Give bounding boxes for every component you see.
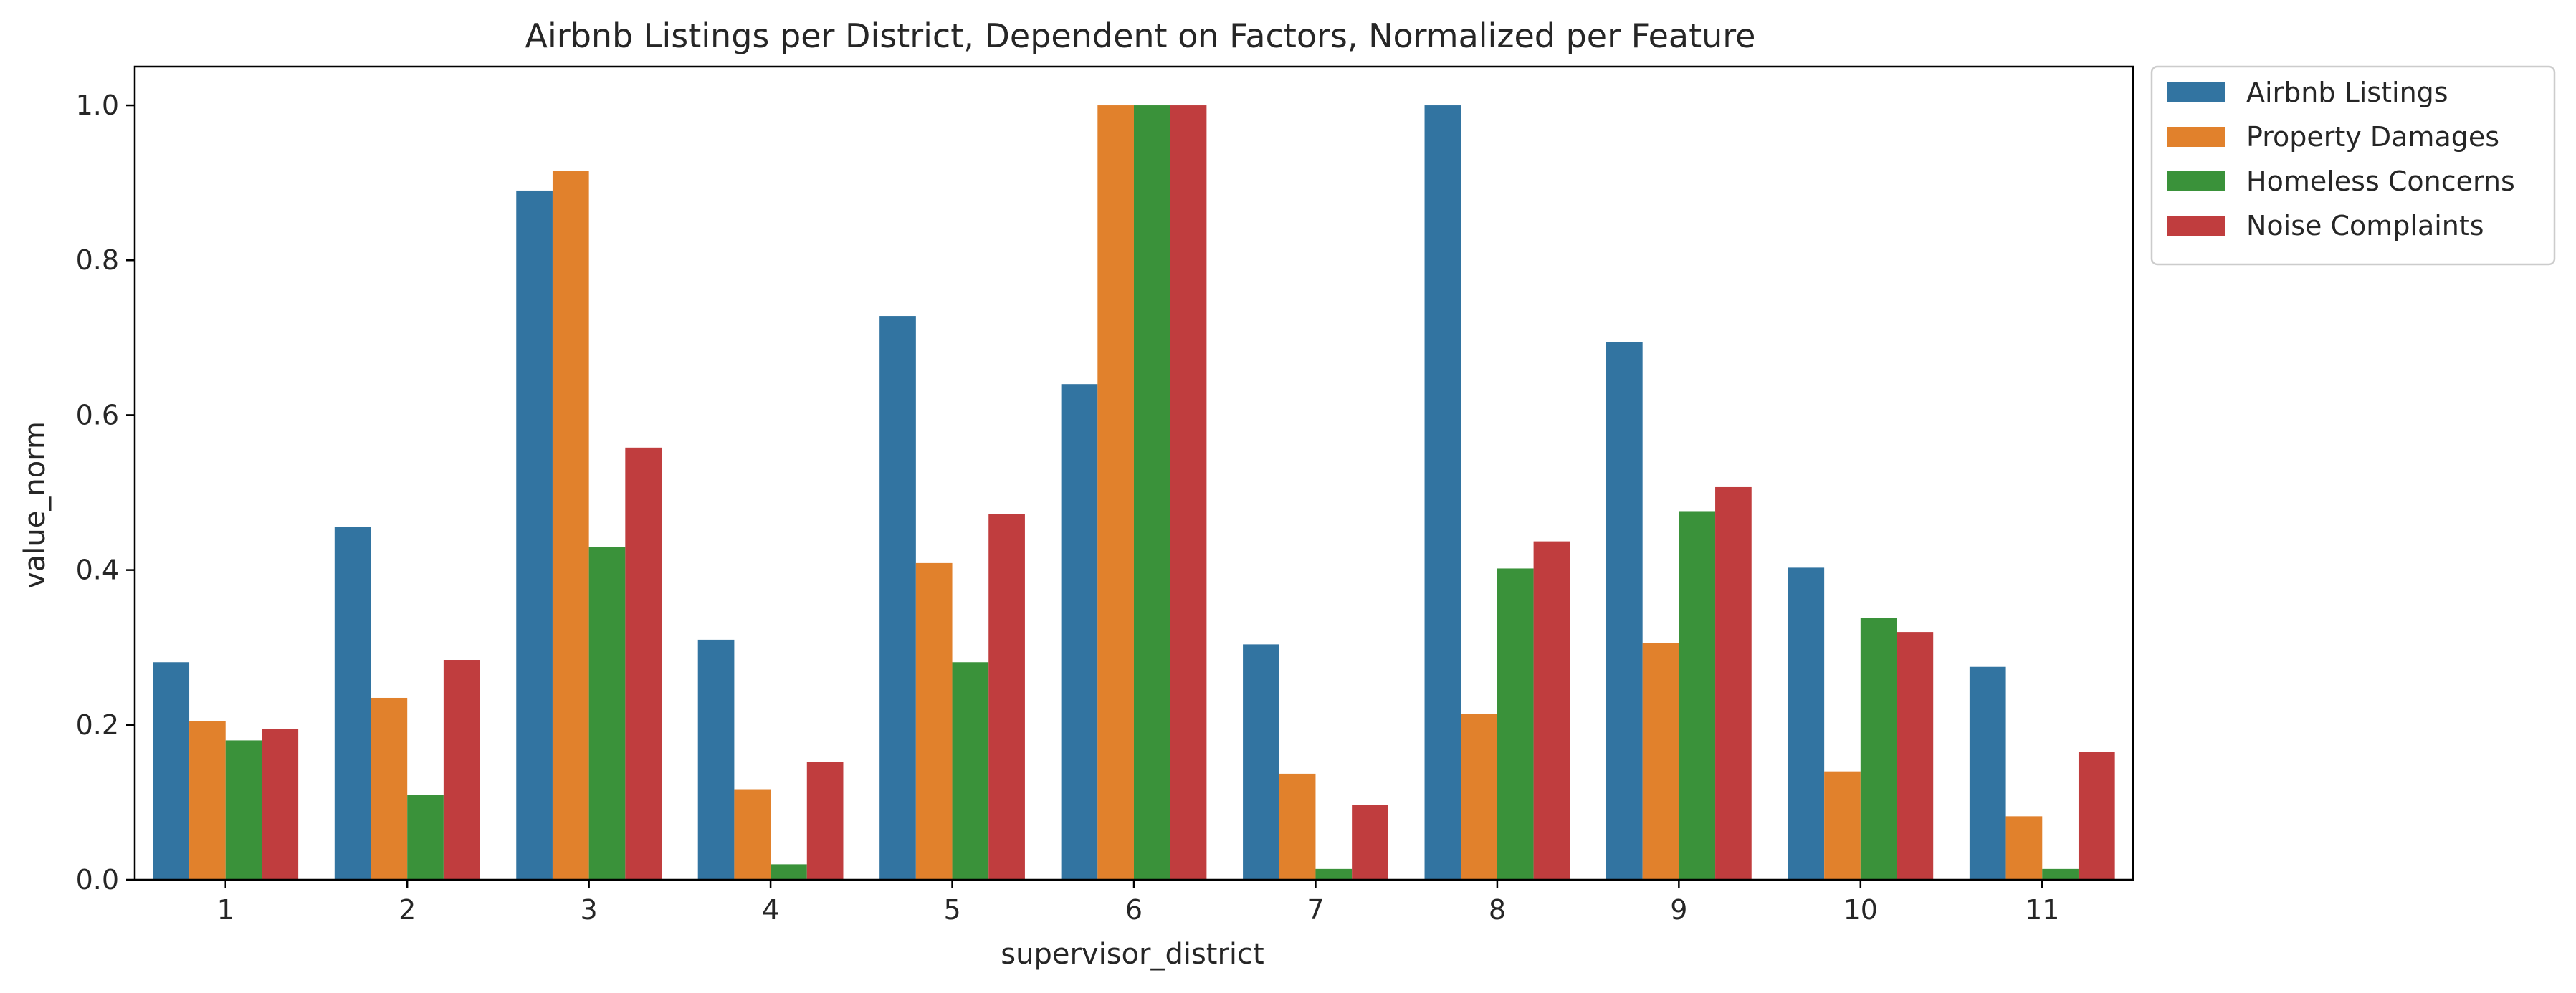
legend-label: Airbnb Listings xyxy=(2246,77,2448,108)
x-tick-label: 8 xyxy=(1489,894,1506,926)
bar-homeless-concerns-district-11 xyxy=(2042,868,2079,880)
bar-noise-complaints-district-10 xyxy=(1897,632,1934,880)
bar-property-damages-district-2 xyxy=(371,697,408,880)
bar-homeless-concerns-district-6 xyxy=(1134,105,1170,881)
legend-swatch xyxy=(2167,127,2225,147)
bar-noise-complaints-district-6 xyxy=(1170,105,1207,881)
x-axis: 1 2 3 4 5 6 7 8 9 10 11 xyxy=(217,880,2059,926)
bar-property-damages-district-7 xyxy=(1279,773,1316,880)
bar-airbnb-listings-district-4 xyxy=(697,639,735,880)
bar-noise-complaints-district-1 xyxy=(262,729,299,880)
y-tick-label: 0.6 xyxy=(76,399,119,431)
bar-homeless-concerns-district-10 xyxy=(1860,618,1897,880)
legend-label: Property Damages xyxy=(2246,121,2499,153)
bar-airbnb-listings-district-7 xyxy=(1243,644,1279,880)
bar-homeless-concerns-district-2 xyxy=(407,795,444,880)
bar-property-damages-district-1 xyxy=(189,721,226,880)
bar-airbnb-listings-district-2 xyxy=(334,527,371,880)
bar-noise-complaints-district-7 xyxy=(1352,805,1388,880)
y-tick-label: 0.0 xyxy=(76,864,119,896)
x-tick-label: 4 xyxy=(762,894,779,926)
bar-noise-complaints-district-8 xyxy=(1533,541,1570,880)
bars-group xyxy=(153,105,2115,881)
y-axis-label: value_norm xyxy=(19,421,52,589)
bar-airbnb-listings-district-5 xyxy=(879,316,916,881)
bar-homeless-concerns-district-9 xyxy=(1679,511,1716,880)
y-tick-label: 1.0 xyxy=(76,90,119,121)
legend-frame xyxy=(2150,65,2556,266)
bar-property-damages-district-10 xyxy=(1824,771,1861,880)
bar-airbnb-listings-district-9 xyxy=(1606,342,1643,880)
legend-swatch xyxy=(2167,171,2225,191)
x-tick-label: 3 xyxy=(581,894,598,926)
bar-noise-complaints-district-2 xyxy=(443,660,480,880)
x-tick-label: 2 xyxy=(399,894,416,926)
bar-homeless-concerns-district-3 xyxy=(588,547,626,880)
bar-property-damages-district-3 xyxy=(552,171,589,880)
x-tick-label: 6 xyxy=(1125,894,1142,926)
bar-homeless-concerns-district-5 xyxy=(952,662,989,880)
bar-property-damages-district-6 xyxy=(1097,105,1134,881)
bar-noise-complaints-district-3 xyxy=(625,447,662,880)
bar-homeless-concerns-district-4 xyxy=(771,864,807,880)
bar-noise-complaints-district-11 xyxy=(2078,752,2115,880)
bar-property-damages-district-8 xyxy=(1461,714,1497,880)
y-tick-label: 0.8 xyxy=(76,244,119,276)
legend: Airbnb Listings Property Damages Homeless … xyxy=(2150,65,2556,266)
bar-property-damages-district-4 xyxy=(734,789,771,880)
x-tick-label: 5 xyxy=(943,894,960,926)
bar-airbnb-listings-district-8 xyxy=(1424,105,1461,881)
bar-homeless-concerns-district-7 xyxy=(1315,868,1353,880)
bar-airbnb-listings-district-3 xyxy=(516,190,553,880)
legend-label: Homeless Concerns xyxy=(2246,166,2515,197)
legend-swatch xyxy=(2167,82,2225,102)
bar-property-damages-district-5 xyxy=(915,562,953,880)
legend-label: Noise Complaints xyxy=(2246,210,2484,241)
legend-swatch xyxy=(2167,216,2225,236)
bar-property-damages-district-11 xyxy=(2005,816,2043,880)
x-axis-label: supervisor_district xyxy=(1001,938,1264,971)
bar-homeless-concerns-district-1 xyxy=(225,740,262,880)
chart-title: Airbnb Listings per District, Dependent … xyxy=(525,16,1756,55)
y-tick-label: 0.2 xyxy=(76,709,119,741)
bar-airbnb-listings-district-1 xyxy=(153,662,190,880)
bar-noise-complaints-district-4 xyxy=(806,762,844,880)
x-tick-label: 10 xyxy=(1843,894,1878,926)
bar-airbnb-listings-district-11 xyxy=(1969,666,2006,880)
bar-noise-complaints-district-5 xyxy=(988,514,1025,880)
bar-property-damages-district-9 xyxy=(1642,643,1679,880)
bar-homeless-concerns-district-8 xyxy=(1497,568,1534,880)
bar-airbnb-listings-district-6 xyxy=(1061,384,1098,880)
x-tick-label: 7 xyxy=(1307,894,1324,926)
x-tick-label: 11 xyxy=(2025,894,2059,926)
x-tick-label: 9 xyxy=(1670,894,1687,926)
y-tick-label: 0.4 xyxy=(76,555,119,586)
x-tick-label: 1 xyxy=(217,894,234,926)
bar-noise-complaints-district-9 xyxy=(1715,486,1752,880)
y-axis: 0.0 0.2 0.4 0.6 0.8 1.0 xyxy=(76,90,135,896)
bar-airbnb-listings-district-10 xyxy=(1788,567,1825,880)
